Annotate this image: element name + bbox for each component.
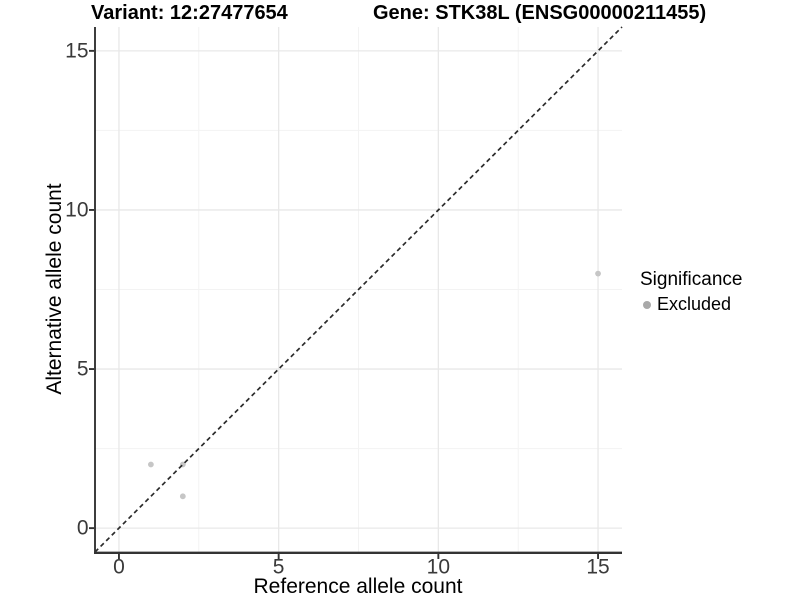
x-tick-label: 15 (586, 556, 609, 579)
legend-item-excluded: Excluded (643, 294, 742, 315)
y-tick-label: 10 (65, 198, 88, 221)
plot-title-variant: Variant: 12:27477654 (91, 2, 288, 24)
legend-title: Significance (640, 269, 743, 290)
legend-key-excluded-icon (643, 300, 651, 309)
legend: Significance Excluded (640, 269, 742, 315)
x-tick-label: 10 (427, 556, 450, 579)
identity-line (94, 26, 623, 553)
y-tick-label: 0 (77, 517, 89, 540)
legend-item-label: Excluded (657, 294, 732, 314)
x-axis-title: Reference allele count (253, 575, 463, 598)
y-tick-label: 5 (77, 358, 89, 381)
x-tick-label: 5 (273, 556, 285, 579)
x-tick-label: 0 (113, 556, 125, 579)
data-point (595, 270, 601, 277)
y-tick-label: 15 (65, 39, 88, 62)
plot-title-gene: Gene: STK38L (ENSG00000211455) (373, 2, 707, 24)
data-point (179, 493, 186, 500)
y-axis-title: Alternative allele count (43, 183, 66, 395)
data-point (147, 461, 154, 468)
